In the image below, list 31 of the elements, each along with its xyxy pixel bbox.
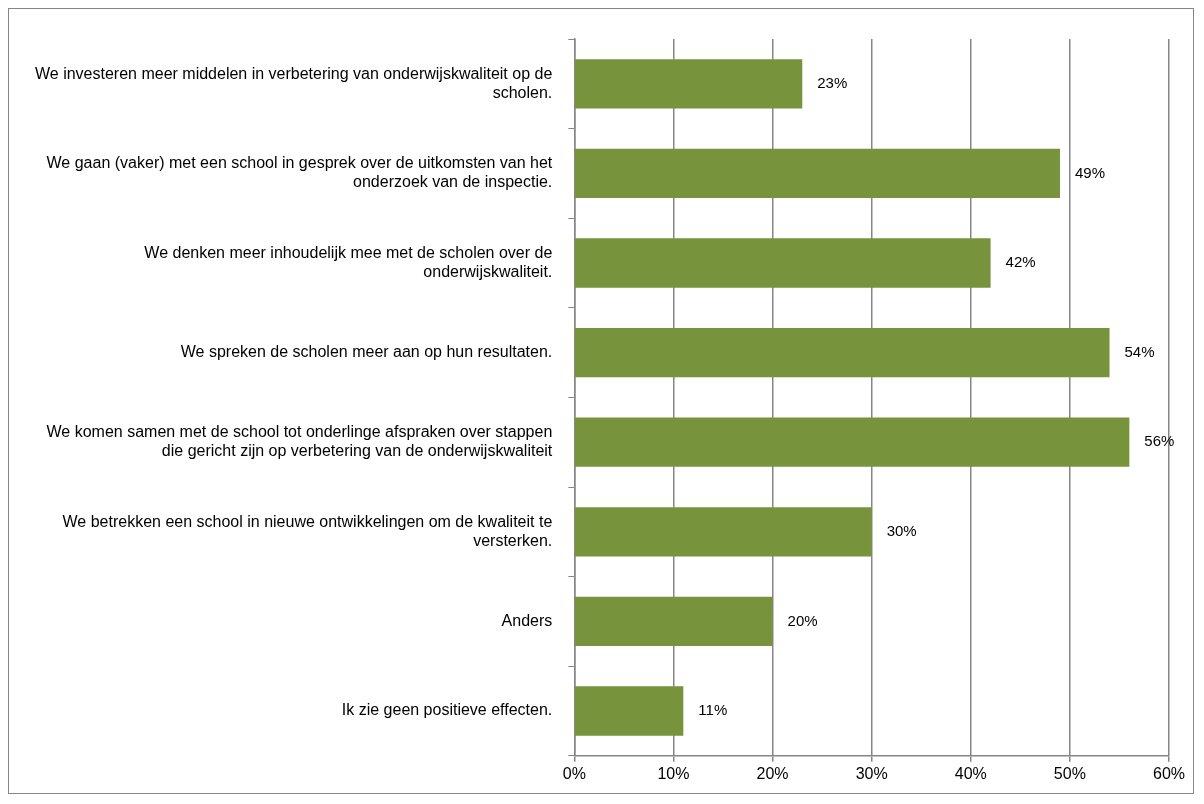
bar <box>575 238 991 288</box>
data-label: 23% <box>817 73 848 91</box>
bar <box>575 596 773 647</box>
bar <box>575 686 684 736</box>
x-tick-label: 60% <box>1152 764 1186 782</box>
data-label: 56% <box>1144 432 1175 450</box>
y-tick-label: Ik zie geen positieve effecten. <box>341 701 553 719</box>
x-tick-label: 20% <box>756 764 789 782</box>
data-label: 11% <box>698 701 728 719</box>
y-tick-label: We spreken de scholen meer aan op hun resultaten. <box>180 343 553 361</box>
x-tick-label: 0% <box>562 764 586 782</box>
bar <box>575 148 1060 199</box>
bar <box>575 417 1130 467</box>
bar <box>575 59 803 109</box>
x-tick-label: 40% <box>954 764 987 782</box>
y-tick-label: We denken meer inhoudelijk mee met de scholen over de onderwijskwaliteit. <box>144 243 553 281</box>
y-tick-label: We investeren meer middelen in verbetering van onderwijskwaliteit op de scholen. <box>34 64 553 101</box>
bar <box>575 507 872 557</box>
y-tick-label: Anders <box>501 611 553 629</box>
bar <box>575 327 1110 378</box>
x-tick-label: 30% <box>855 764 888 782</box>
y-tick-label: We betrekken een school in nieuwe ontwikkelingen om de kwaliteit te versterken. <box>62 512 553 549</box>
x-tick-label: 10% <box>657 764 690 782</box>
x-tick-label: 50% <box>1053 764 1086 782</box>
data-label: 49% <box>1074 163 1105 181</box>
y-tick-label: We gaan (vaker) met een school in gesprek over de uitkomsten van het onderzoek van de inspectie. <box>46 154 553 191</box>
data-label: 54% <box>1124 342 1155 360</box>
y-tick-label: We komen samen met de school tot onderlinge afspraken over stappen die gericht zijn op verbetering van de onderwijskwaliteit <box>46 423 553 460</box>
data-label: 42% <box>1005 253 1036 271</box>
data-label: 30% <box>886 521 917 539</box>
data-label: 20% <box>787 611 818 629</box>
